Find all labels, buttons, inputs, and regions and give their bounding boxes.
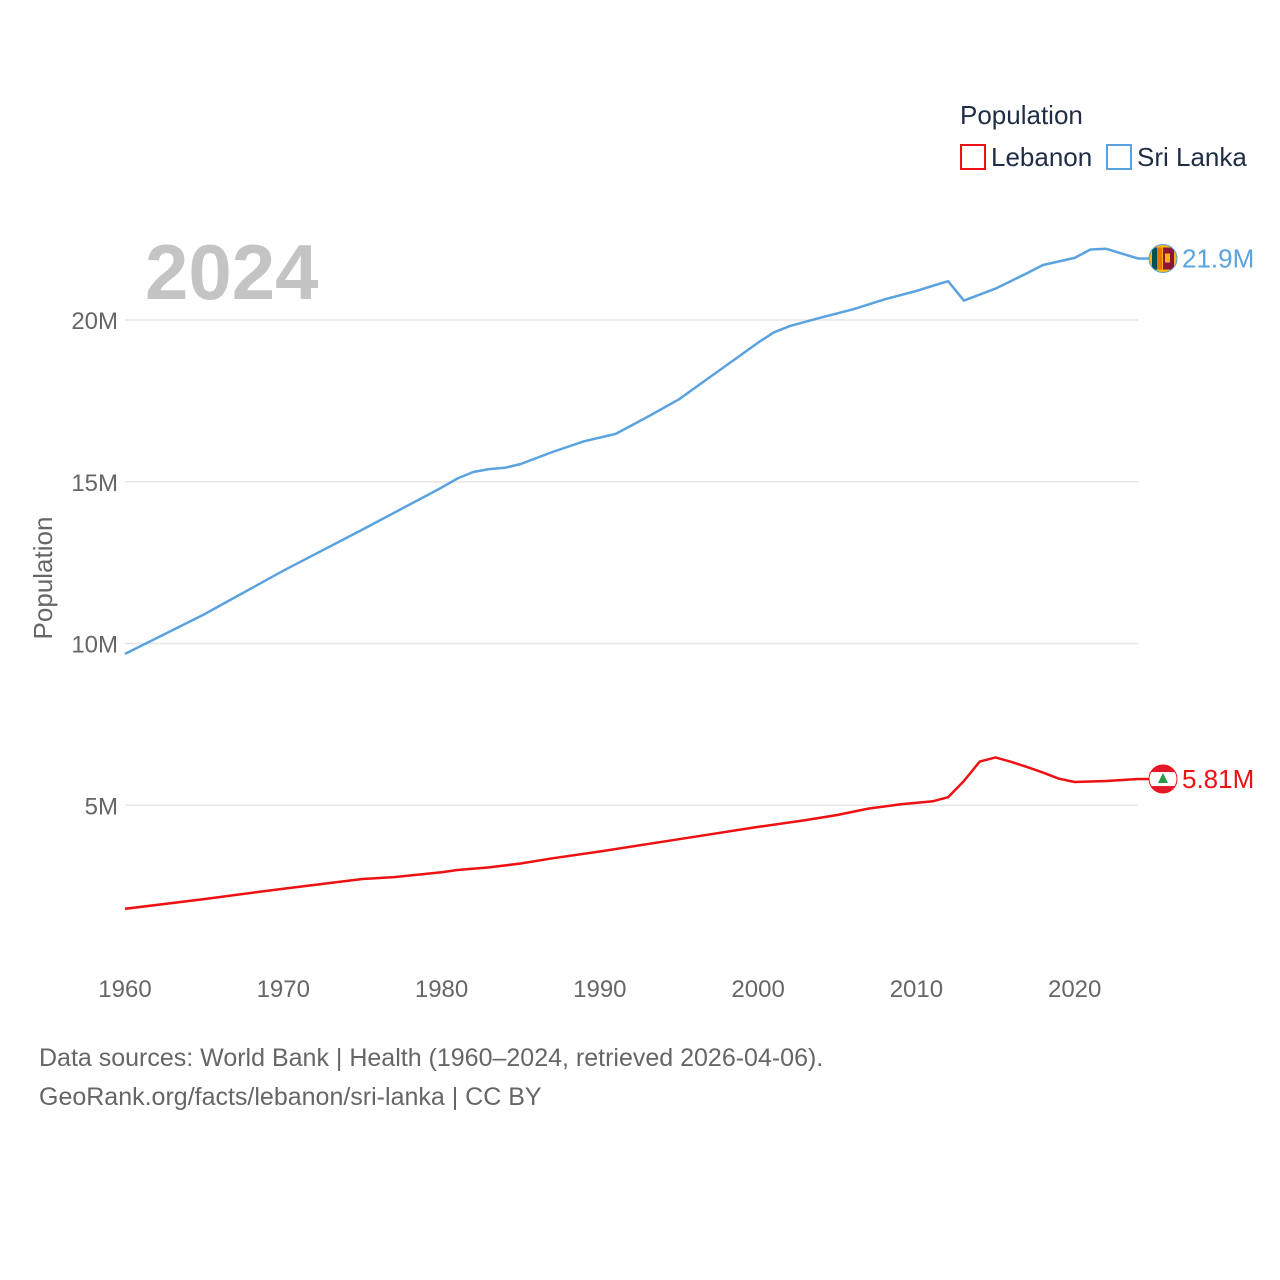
sri-lanka-flag-icon bbox=[1148, 244, 1178, 274]
footer-attribution: GeoRank.org/facts/lebanon/sri-lanka | CC… bbox=[39, 1083, 542, 1111]
legend-item-lebanon[interactable]: Lebanon bbox=[960, 142, 1092, 172]
x-tick-label: 2000 bbox=[731, 976, 784, 1003]
footer-sources: Data sources: World Bank | Health (1960–… bbox=[39, 1044, 824, 1072]
y-axis: 5M 10M 15M 20M bbox=[71, 308, 118, 820]
grid-layer bbox=[125, 319, 1138, 806]
legend-swatch bbox=[960, 144, 986, 170]
x-axis: 1960 1970 1980 1990 2000 2010 2020 bbox=[98, 976, 1101, 1003]
legend-item-sri-lanka[interactable]: Sri Lanka bbox=[1106, 142, 1247, 172]
legend: Population Lebanon Sri Lanka bbox=[960, 100, 1247, 172]
legend-title: Population bbox=[960, 100, 1083, 130]
x-tick-label: 1980 bbox=[415, 976, 468, 1003]
y-tick-label: 10M bbox=[71, 632, 118, 659]
x-tick-label: 2010 bbox=[890, 976, 943, 1003]
legend-swatch bbox=[1106, 144, 1132, 170]
series-line-sri-lanka bbox=[124, 247, 1139, 656]
series-layer: 5.81M 21.9M bbox=[124, 244, 1254, 911]
x-tick-label: 1970 bbox=[257, 976, 310, 1003]
end-label-sri-lanka: 21.9M bbox=[1182, 244, 1254, 274]
x-tick-label: 1960 bbox=[98, 976, 151, 1003]
legend-label: Sri Lanka bbox=[1137, 142, 1247, 172]
year-display: 2024 bbox=[145, 228, 319, 316]
lebanon-flag-icon bbox=[1148, 764, 1178, 794]
series-line-lebanon bbox=[124, 756, 1139, 911]
legend-label: Lebanon bbox=[991, 142, 1092, 172]
y-tick-label: 15M bbox=[71, 470, 118, 497]
y-axis-label: Population bbox=[28, 517, 58, 640]
end-label-lebanon: 5.81M bbox=[1182, 764, 1254, 794]
y-tick-label: 5M bbox=[85, 793, 118, 820]
x-tick-label: 1990 bbox=[573, 976, 626, 1003]
x-tick-label: 2020 bbox=[1048, 976, 1101, 1003]
y-tick-label: 20M bbox=[71, 308, 118, 335]
